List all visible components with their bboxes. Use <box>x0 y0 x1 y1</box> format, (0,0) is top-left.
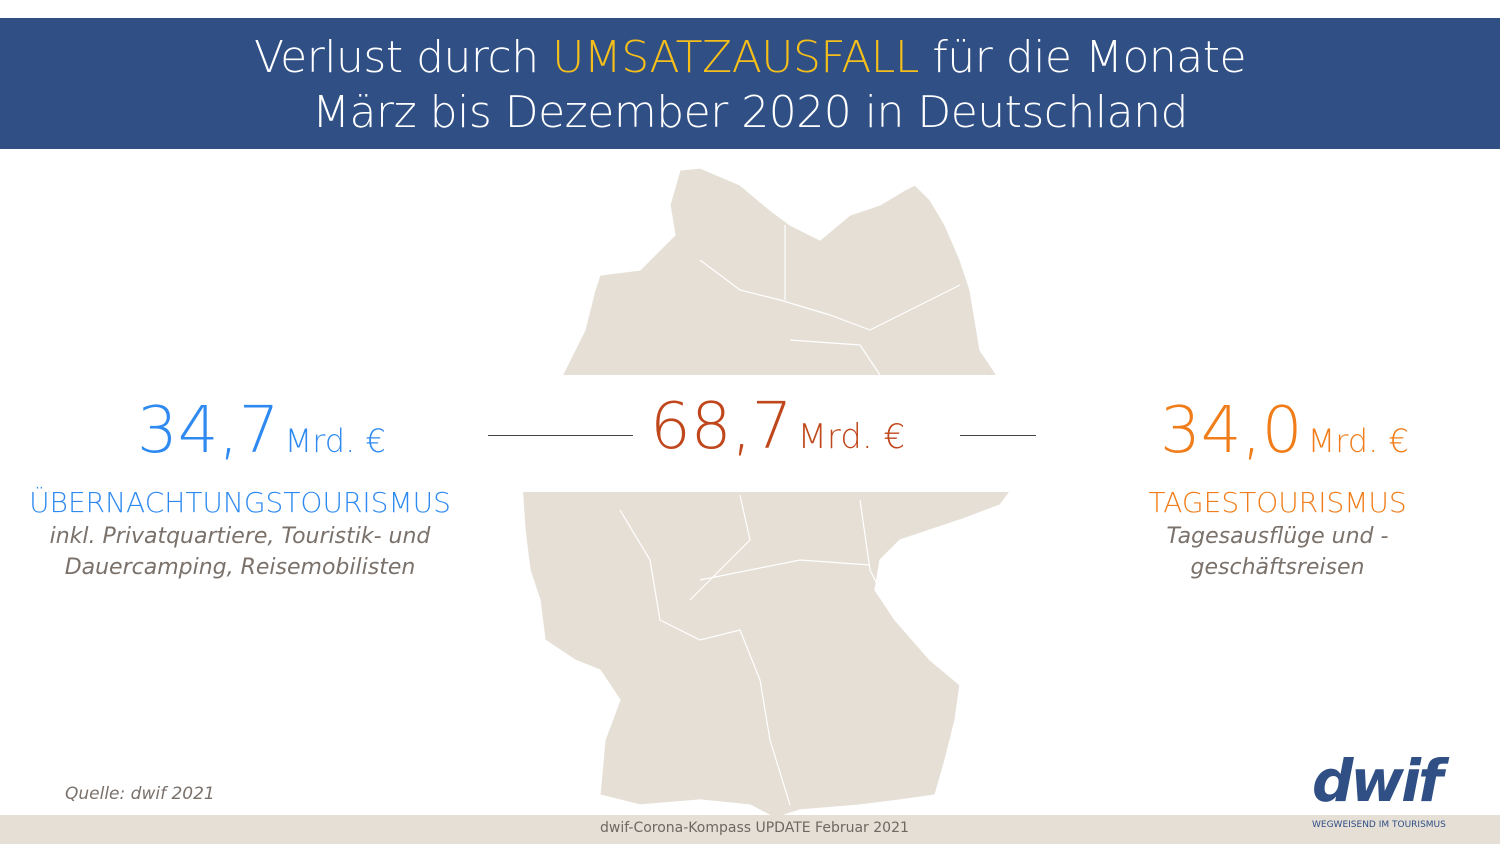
total-loss: 68,7 Mrd. € <box>650 390 906 464</box>
daytrip-description: Tagesausflüge und -geschäftsreisen <box>1166 524 1389 580</box>
overnight-label: ÜBERNACHTUNGSTOURISMUS <box>29 486 451 519</box>
overnight-loss: 34,7 Mrd. € <box>137 394 386 468</box>
title-highlight: UMSATZAUSFALL <box>552 32 919 83</box>
divider-right <box>960 435 1036 436</box>
overnight-description: inkl. Privatquartiere, Touristik- und Dau… <box>49 524 431 580</box>
footer: dwif-Corona-Kompass UPDATE Februar 2021 <box>600 820 909 836</box>
dwif-logo: dwif <box>1312 747 1443 815</box>
map-south-half <box>521 492 1011 815</box>
logo-tagline: WEGWEISEND IM TOURISMUS <box>1312 820 1446 830</box>
footer-band <box>0 815 1500 844</box>
title-line-1: Verlust durch UMSATZAUSFALL für die Mona… <box>253 32 1247 83</box>
divider-left <box>488 435 633 436</box>
daytrip-loss: 34,0 Mrd. € <box>1160 394 1409 468</box>
title-line-2: März bis Dezember 2020 in Deutschland <box>312 87 1188 138</box>
map-north-half <box>561 167 998 375</box>
title-banner: Verlust durch UMSATZAUSFALL für die Mona… <box>0 18 1500 149</box>
daytrip-label: TAGESTOURISMUS <box>1148 486 1407 519</box>
source-note: Quelle: dwif 2021 <box>65 784 215 804</box>
